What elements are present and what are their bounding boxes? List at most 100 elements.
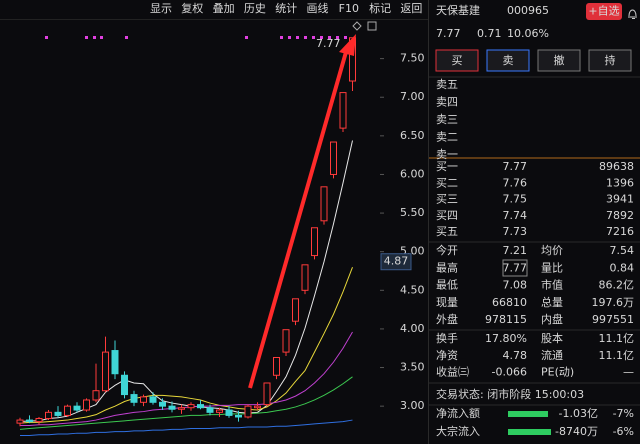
sell-button-bg[interactable]: [486, 49, 530, 72]
candle-body: [159, 401, 166, 407]
toolbar-button[interactable]: 返回: [400, 2, 422, 15]
stat-label: 净资: [436, 348, 458, 362]
flow-value: -8740万: [555, 425, 598, 438]
candle-body: [178, 407, 185, 410]
ask-label: 卖二: [436, 131, 458, 144]
stat-value: 11.1亿: [599, 332, 635, 345]
y-tick-label: 5.50: [400, 206, 425, 219]
stat-label: 现量: [436, 296, 458, 309]
trade-status: 交易状态: 闭市阶段 15:00:03: [436, 387, 584, 401]
change: 0.71: [477, 27, 502, 40]
candle-body: [26, 419, 33, 423]
candle-body: [311, 227, 318, 257]
stat-value: 7.08: [503, 279, 528, 292]
ask-label: 卖一: [436, 148, 458, 161]
trade-button[interactable]: 持: [605, 53, 616, 67]
candle-body: [225, 409, 233, 416]
candle-body: [111, 350, 119, 375]
candle-body: [206, 407, 214, 413]
stat-label: 均价: [541, 244, 563, 257]
toolbar-button[interactable]: F10: [339, 2, 359, 15]
drawn-arrow: [248, 34, 356, 389]
bid-label: 买五: [436, 225, 458, 238]
bid-label: 买一: [436, 160, 458, 173]
stat-label: 最低: [436, 279, 458, 292]
candle-body: [339, 92, 347, 129]
toolbar-button[interactable]: 复权: [181, 1, 203, 15]
y-tick-label: 7.50: [400, 52, 425, 65]
candle-body: [254, 405, 261, 409]
candle-body: [301, 264, 309, 291]
y-tick-label: 3.00: [400, 399, 425, 412]
cancel-button-bg[interactable]: [537, 49, 581, 72]
stat-value: —: [623, 366, 634, 379]
flow-bar: [508, 429, 551, 435]
hold-button-bg[interactable]: [588, 49, 632, 72]
stat-label: 最高: [436, 260, 458, 274]
toolbar-button[interactable]: 标记: [369, 1, 391, 15]
candle-body: [244, 405, 252, 418]
stat-value: 7.54: [610, 244, 635, 257]
y-tick-label: 6.50: [400, 129, 425, 142]
bid-volume: 7216: [606, 225, 634, 238]
moving-average: [19, 266, 353, 424]
stat-value: 11.1亿: [599, 349, 635, 362]
quote-panel: 天保基建 000965 +自选 7.77 0.71 10.06% 买 卖 撤 持卖五卖四卖三卖二卖…: [429, 3, 640, 438]
ask-label: 卖三: [436, 113, 458, 126]
candle-body: [102, 351, 109, 392]
bid-volume: 89638: [599, 160, 634, 173]
y-tick-label: 6.00: [400, 167, 425, 180]
change-pct: 10.06%: [507, 27, 549, 40]
stat-label: PE(动): [541, 366, 574, 379]
high-annotation: 7.77: [316, 37, 341, 50]
candle-body: [320, 186, 328, 222]
stat-label: 内盘: [541, 312, 563, 326]
bid-price: 7.73: [503, 225, 528, 238]
buy-button-bg[interactable]: [435, 49, 479, 72]
price: 7.77: [436, 27, 461, 40]
chart-icons: [352, 21, 377, 31]
trade-button[interactable]: 买: [452, 54, 463, 67]
stock-code: 000965: [507, 4, 549, 17]
stat-value: 7.21: [503, 244, 528, 257]
toolbar-button[interactable]: 历史: [244, 2, 266, 15]
stock-name: 天保基建: [436, 3, 480, 17]
candle-body: [149, 396, 157, 403]
y-tick-label: 3.50: [400, 361, 425, 374]
moving-average: [20, 331, 353, 426]
add-button-bg[interactable]: [586, 3, 622, 20]
candle-body: [83, 399, 90, 411]
candle-body: [263, 382, 271, 406]
stat-label: 今开: [436, 243, 458, 257]
bell-icon[interactable]: [628, 9, 637, 19]
toolbar-button[interactable]: 显示: [150, 2, 172, 15]
candle-body: [35, 418, 43, 423]
stat-value: 197.6万: [592, 296, 635, 309]
toolbar-button[interactable]: 画线: [307, 1, 329, 15]
candle-body: [197, 404, 204, 409]
trade-button[interactable]: 撤: [554, 53, 565, 67]
flow-label: 大宗流入: [436, 424, 480, 438]
toolbar-button[interactable]: 叠加: [213, 2, 235, 15]
candle-body: [92, 390, 100, 401]
stat-label: 流通: [541, 348, 563, 362]
chart: 3.003.504.004.505.005.506.006.507.007.50…: [16, 37, 425, 437]
stat-value: 997551: [592, 313, 634, 326]
high-box: [502, 259, 528, 277]
candle-body: [16, 419, 24, 424]
trade-button[interactable]: 卖: [503, 54, 514, 67]
candle-body: [235, 414, 242, 418]
add-button[interactable]: +自选: [588, 5, 619, 18]
stat-label: 收益㈢: [436, 365, 469, 379]
toolbar-button[interactable]: 统计: [275, 2, 297, 15]
stat-value: 86.2亿: [599, 279, 635, 292]
price-marker-box: [380, 253, 412, 271]
bid-label: 买三: [436, 193, 458, 206]
stat-value: 978115: [485, 313, 527, 326]
stat-label: 换手: [436, 331, 458, 345]
flow-bar: [508, 411, 548, 417]
bid-volume: 3941: [606, 193, 634, 206]
bid-label: 买二: [436, 176, 458, 189]
flow-pct: -7%: [613, 407, 634, 420]
